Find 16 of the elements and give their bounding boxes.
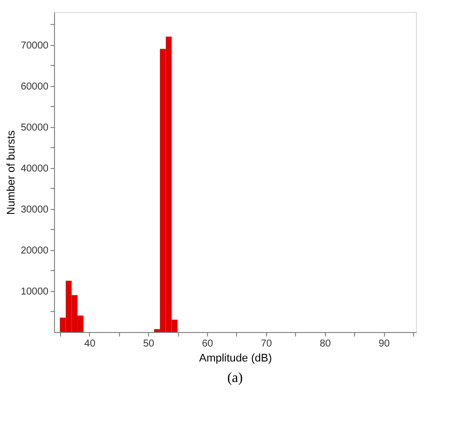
y-tick-label: 10000 — [20, 286, 49, 298]
x-tick-label: 70 — [260, 338, 272, 350]
x-tick-label: 90 — [378, 338, 390, 350]
y-tick-label: 50000 — [20, 122, 49, 134]
text: (a) — [227, 371, 244, 386]
y-tick-label: 40000 — [20, 163, 49, 174]
y-tick-label: 70000 — [20, 40, 49, 52]
x-tick-label: 60 — [202, 338, 214, 350]
y-axis-title: Number of bursts — [6, 130, 18, 215]
y-tick-label: 60000 — [20, 81, 49, 92]
y-tick-label: 20000 — [20, 245, 49, 256]
x-tick-label: 40 — [84, 338, 96, 350]
y-tick-label: 30000 — [20, 204, 49, 216]
x-axis-title: Amplitude (dB) — [199, 352, 272, 364]
x-tick-label: 80 — [320, 338, 332, 350]
x-tick-label: 50 — [143, 338, 155, 350]
